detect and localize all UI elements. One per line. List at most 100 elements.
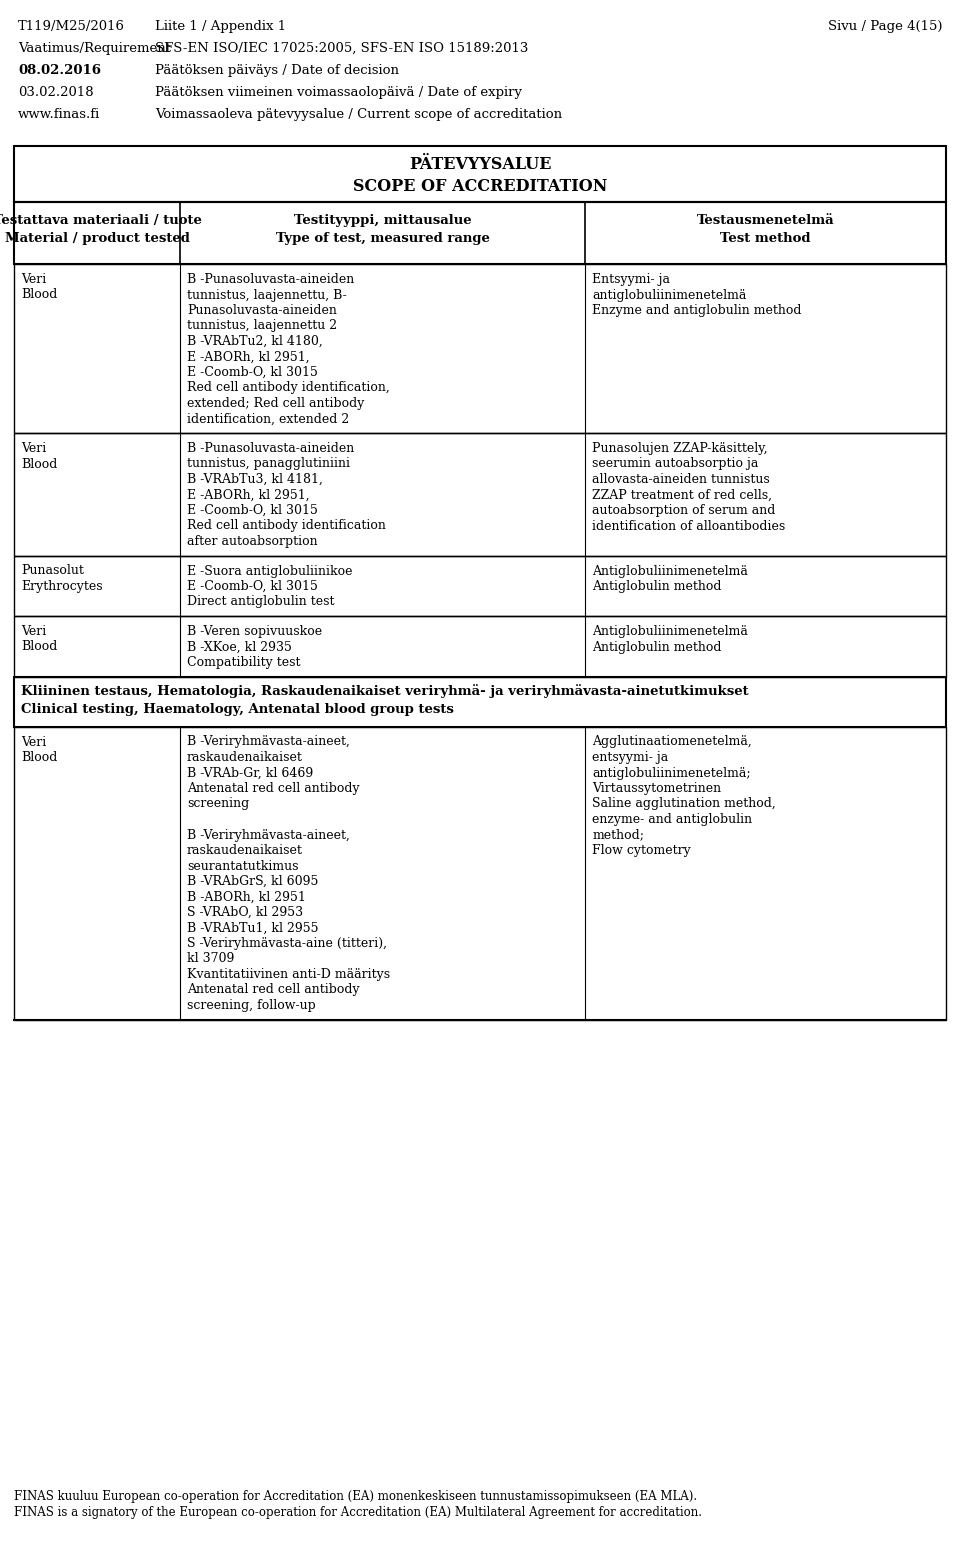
Text: Testausmenetelmä: Testausmenetelmä <box>697 214 834 227</box>
Bar <box>14 202 946 264</box>
Text: method;: method; <box>592 829 644 841</box>
Text: Veri: Veri <box>21 625 46 638</box>
Text: E -Coomb-O, kl 3015: E -Coomb-O, kl 3015 <box>187 504 318 517</box>
Text: Saline agglutination method,: Saline agglutination method, <box>592 798 776 810</box>
Text: B -Punasoluvasta-aineiden: B -Punasoluvasta-aineiden <box>187 442 354 455</box>
Text: B -Veriryhmävasta-aineet,: B -Veriryhmävasta-aineet, <box>187 736 349 748</box>
Bar <box>14 726 946 1020</box>
Text: identification, extended 2: identification, extended 2 <box>187 413 349 425</box>
Text: Antenatal red cell antibody: Antenatal red cell antibody <box>187 782 360 795</box>
Text: Punasolut: Punasolut <box>21 565 84 577</box>
Text: Punasolujen ZZAP-käsittely,: Punasolujen ZZAP-käsittely, <box>592 442 768 455</box>
Bar <box>14 616 946 677</box>
Text: Veri: Veri <box>21 736 46 748</box>
Bar <box>14 146 946 202</box>
Text: 08.02.2016: 08.02.2016 <box>18 64 101 78</box>
Text: Clinical testing, Haematology, Antenatal blood group tests: Clinical testing, Haematology, Antenatal… <box>21 703 454 715</box>
Text: Blood: Blood <box>21 641 58 653</box>
Text: Vaatimus/Requirement: Vaatimus/Requirement <box>18 42 171 54</box>
Text: B -ABORh, kl 2951: B -ABORh, kl 2951 <box>187 891 306 903</box>
Text: Agglutinaatiomenetelmä,: Agglutinaatiomenetelmä, <box>592 736 752 748</box>
Text: Flow cytometry: Flow cytometry <box>592 844 691 857</box>
Text: Compatibility test: Compatibility test <box>187 656 300 669</box>
Text: after autoabsorption: after autoabsorption <box>187 535 318 548</box>
Text: Test method: Test method <box>720 231 811 245</box>
Text: B -VRAbTu2, kl 4180,: B -VRAbTu2, kl 4180, <box>187 335 323 348</box>
Text: Veri: Veri <box>21 442 46 455</box>
Text: E -Suora antiglobuliinikoe: E -Suora antiglobuliinikoe <box>187 565 352 577</box>
Text: Antiglobuliinimenetelmä: Antiglobuliinimenetelmä <box>592 565 748 577</box>
Text: B -Veriryhmävasta-aineet,: B -Veriryhmävasta-aineet, <box>187 829 349 841</box>
Text: Antenatal red cell antibody: Antenatal red cell antibody <box>187 984 360 996</box>
Text: B -VRAbTu1, kl 2955: B -VRAbTu1, kl 2955 <box>187 922 319 934</box>
Text: Veri: Veri <box>21 273 46 286</box>
Text: FINAS kuuluu European co-operation for Accreditation (EA) monenkeskiseen tunnust: FINAS kuuluu European co-operation for A… <box>14 1490 697 1502</box>
Bar <box>14 677 946 726</box>
Text: PÄTEVYYSALUE: PÄTEVYYSALUE <box>409 157 551 172</box>
Text: Voimassaoleva pätevyysalue / Current scope of accreditation: Voimassaoleva pätevyysalue / Current sco… <box>155 109 563 121</box>
Text: FINAS is a signatory of the European co-operation for Accreditation (EA) Multila: FINAS is a signatory of the European co-… <box>14 1505 702 1519</box>
Text: E -Coomb-O, kl 3015: E -Coomb-O, kl 3015 <box>187 366 318 379</box>
Text: B -XKoe, kl 2935: B -XKoe, kl 2935 <box>187 641 292 653</box>
Text: Antiglobulin method: Antiglobulin method <box>592 641 722 653</box>
Text: Red cell antibody identification: Red cell antibody identification <box>187 520 386 532</box>
Text: 03.02.2018: 03.02.2018 <box>18 85 94 99</box>
Text: Blood: Blood <box>21 751 58 764</box>
Text: B -VRAbTu3, kl 4181,: B -VRAbTu3, kl 4181, <box>187 473 323 486</box>
Text: entsyymi- ja: entsyymi- ja <box>592 751 668 764</box>
Text: Entsyymi- ja: Entsyymi- ja <box>592 273 670 286</box>
Text: Erythrocytes: Erythrocytes <box>21 580 103 593</box>
Text: Testattava materiaali / tuote: Testattava materiaali / tuote <box>0 214 202 227</box>
Text: Kliininen testaus, Hematologia, Raskaudenaikaiset veriryhmä- ja veriryhmävasta-a: Kliininen testaus, Hematologia, Raskaude… <box>21 684 749 698</box>
Bar <box>14 433 946 556</box>
Text: Direct antiglobulin test: Direct antiglobulin test <box>187 596 334 608</box>
Text: screening: screening <box>187 798 250 810</box>
Text: E -Coomb-O, kl 3015: E -Coomb-O, kl 3015 <box>187 580 318 593</box>
Text: antiglobuliinimenetelmä;: antiglobuliinimenetelmä; <box>592 767 751 779</box>
Text: raskaudenaikaiset: raskaudenaikaiset <box>187 844 302 857</box>
Text: Liite 1 / Appendix 1: Liite 1 / Appendix 1 <box>155 20 286 33</box>
Text: Red cell antibody identification,: Red cell antibody identification, <box>187 382 390 394</box>
Text: S -VRAbO, kl 2953: S -VRAbO, kl 2953 <box>187 906 303 919</box>
Text: kl 3709: kl 3709 <box>187 953 234 965</box>
Text: allovasta-aineiden tunnistus: allovasta-aineiden tunnistus <box>592 473 770 486</box>
Text: B -Veren sopivuuskoe: B -Veren sopivuuskoe <box>187 625 322 638</box>
Text: Blood: Blood <box>21 458 58 470</box>
Text: tunnistus, panagglutiniini: tunnistus, panagglutiniini <box>187 458 349 470</box>
Text: antiglobuliinimenetelmä: antiglobuliinimenetelmä <box>592 289 747 301</box>
Text: B -Punasoluvasta-aineiden: B -Punasoluvasta-aineiden <box>187 273 354 286</box>
Text: Punasoluvasta-aineiden: Punasoluvasta-aineiden <box>187 304 337 317</box>
Text: identification of alloantibodies: identification of alloantibodies <box>592 520 785 532</box>
Text: Type of test, measured range: Type of test, measured range <box>276 231 490 245</box>
Text: ZZAP treatment of red cells,: ZZAP treatment of red cells, <box>592 489 772 501</box>
Text: raskaudenaikaiset: raskaudenaikaiset <box>187 751 302 764</box>
Text: B -VRAb-Gr, kl 6469: B -VRAb-Gr, kl 6469 <box>187 767 313 779</box>
Text: SFS-EN ISO/IEC 17025:2005, SFS-EN ISO 15189:2013: SFS-EN ISO/IEC 17025:2005, SFS-EN ISO 15… <box>155 42 528 54</box>
Text: T119/M25/2016: T119/M25/2016 <box>18 20 125 33</box>
Text: Päätöksen päiväys / Date of decision: Päätöksen päiväys / Date of decision <box>155 64 399 78</box>
Text: Antiglobulin method: Antiglobulin method <box>592 580 722 593</box>
Text: Material / product tested: Material / product tested <box>5 231 189 245</box>
Text: Blood: Blood <box>21 289 58 301</box>
Text: seerumin autoabsorptio ja: seerumin autoabsorptio ja <box>592 458 758 470</box>
Text: enzyme- and antiglobulin: enzyme- and antiglobulin <box>592 813 753 826</box>
Text: E -ABORh, kl 2951,: E -ABORh, kl 2951, <box>187 351 309 363</box>
Text: Päätöksen viimeinen voimassaolopäivä / Date of expiry: Päätöksen viimeinen voimassaolopäivä / D… <box>155 85 522 99</box>
Text: Testityyppi, mittausalue: Testityyppi, mittausalue <box>294 214 471 227</box>
Text: Sivu / Page 4(15): Sivu / Page 4(15) <box>828 20 942 33</box>
Bar <box>14 264 946 433</box>
Text: SCOPE OF ACCREDITATION: SCOPE OF ACCREDITATION <box>353 178 607 196</box>
Text: tunnistus, laajennettu, B-: tunnistus, laajennettu, B- <box>187 289 347 301</box>
Text: Virtaussytometrinen: Virtaussytometrinen <box>592 782 722 795</box>
Text: Enzyme and antiglobulin method: Enzyme and antiglobulin method <box>592 304 802 317</box>
Text: E -ABORh, kl 2951,: E -ABORh, kl 2951, <box>187 489 309 501</box>
Text: B -VRAbGrS, kl 6095: B -VRAbGrS, kl 6095 <box>187 875 319 888</box>
Text: seurantatutkimus: seurantatutkimus <box>187 860 299 872</box>
Text: www.finas.fi: www.finas.fi <box>18 109 100 121</box>
Text: Antiglobuliinimenetelmä: Antiglobuliinimenetelmä <box>592 625 748 638</box>
Text: Kvantitatiivinen anti-D määritys: Kvantitatiivinen anti-D määritys <box>187 968 390 981</box>
Text: autoabsorption of serum and: autoabsorption of serum and <box>592 504 776 517</box>
Text: extended; Red cell antibody: extended; Red cell antibody <box>187 397 364 410</box>
Text: S -Veriryhmävasta-aine (titteri),: S -Veriryhmävasta-aine (titteri), <box>187 937 387 950</box>
Text: screening, follow-up: screening, follow-up <box>187 999 316 1012</box>
